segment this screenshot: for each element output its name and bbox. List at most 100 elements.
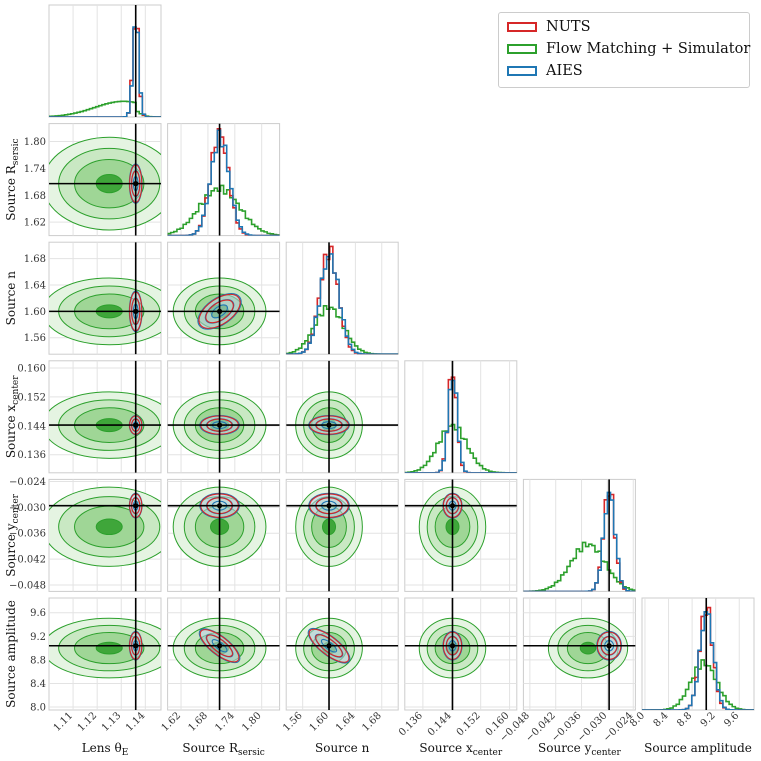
truth-point-4-2 (326, 503, 332, 509)
x-tick-label-1-0: 1.62 (160, 710, 184, 734)
x-tick-label-0-3: 1.14 (124, 710, 148, 734)
truth-point-4-0 (133, 503, 139, 509)
panel-1-1 (167, 123, 281, 237)
x-axis-label-0: Lens θE (82, 741, 129, 758)
y-axis-label-1: Source Rsersic (4, 138, 21, 220)
panel-frame-0-0 (48, 4, 162, 118)
x-tick-label-2-1: 1.60 (308, 710, 332, 734)
panel-content-5-0 (49, 598, 161, 710)
y-tick-label-5-2: 8.8 (30, 655, 46, 666)
truth-point-5-4 (606, 643, 612, 649)
y-tick-label-4-1: −0.042 (9, 555, 46, 566)
x-axis-label-1: Source Rsersic (182, 741, 264, 758)
x-tick-label-3-2: 0.152 (455, 710, 483, 738)
x-tick-label-2-0: 1.56 (281, 710, 305, 734)
contour-aies-2-1-4 (211, 304, 228, 319)
panel-4-0: −0.048 −0.042 −0.036 −0.030 −0.024 (9, 477, 162, 592)
x-tick-label-0-1: 1.12 (76, 710, 100, 734)
y-tick-label-1-1: 1.68 (24, 191, 46, 202)
x-tick-label-0-0: 1.11 (52, 710, 76, 734)
panel-5-1: 1.62 1.68 1.74 1.80 (160, 597, 281, 734)
panel-frame-4-4 (522, 478, 636, 592)
panel-content-2-1 (167, 242, 280, 355)
panel-5-5: 8.0 8.4 8.8 9.2 9.6 (628, 597, 755, 729)
x-axis-label-sub-4: center (591, 748, 621, 758)
x-tick-label-5-2: 8.8 (675, 710, 694, 729)
x-axis-label-sub-1: sersic (238, 748, 265, 758)
panel-2-0: 1.56 1.60 1.64 1.68 (24, 241, 162, 355)
legend-item-aies: AIES (507, 61, 583, 81)
panel-content-4-2 (286, 479, 399, 592)
panel-content-5-1 (167, 598, 280, 710)
truth-point-1-0 (133, 181, 139, 187)
truth-point-4-3 (449, 503, 456, 509)
panel-5-3: 0.136 0.144 0.152 0.160 (397, 597, 518, 738)
contour-nuts-5-2-3 (315, 634, 343, 658)
panel-content-4-3 (404, 479, 517, 592)
panel-content-2-0 (49, 242, 161, 355)
x-tick-label-2-3: 1.68 (360, 710, 384, 734)
legend-swatch-nuts (507, 22, 537, 32)
legend-label-flow: Flow Matching + Simulator (546, 41, 751, 57)
legend-label-nuts: NUTS (546, 19, 591, 35)
y-tick-label-5-0: 8.0 (30, 703, 46, 714)
panel-4-2 (285, 478, 399, 592)
panel-content-1-1 (167, 123, 280, 236)
y-tick-label-5-1: 8.4 (30, 679, 46, 690)
x-tick-label-3-1: 0.144 (426, 710, 454, 738)
panel-2-1 (167, 241, 281, 355)
legend-swatch-flow (507, 44, 537, 54)
contour-aies-5-1-4 (211, 639, 228, 653)
x-axis-label-sub-3: center (473, 748, 503, 758)
legend-label-aies: AIES (546, 63, 583, 79)
contour-nuts-5-2-1 (308, 628, 350, 663)
y-axis-label-2: Source n (4, 271, 18, 326)
y-axis-label-sub-3: center (11, 375, 21, 405)
panel-3-3 (404, 360, 518, 474)
panel-content-3-0 (49, 360, 161, 473)
hist-nuts-0 (49, 27, 161, 117)
panel-content-3-1 (167, 360, 280, 473)
y-tick-label-3-1: 0.144 (17, 421, 46, 432)
panel-content-5-5 (642, 598, 754, 710)
panel-content-4-0 (49, 479, 161, 592)
legend-item-flow: Flow Matching + Simulator (507, 39, 750, 59)
panel-4-3 (404, 478, 518, 592)
y-axis-label-5: Source amplitude (4, 600, 18, 708)
x-tick-label-1-3: 1.80 (240, 710, 264, 734)
truth-point-4-1 (216, 503, 223, 509)
x-axis-label-3: Source xcenter (419, 741, 502, 758)
y-tick-label-2-1: 1.60 (24, 307, 46, 318)
legend-item-nuts: NUTS (507, 17, 591, 37)
x-tick-label-5-4: 9.6 (722, 710, 741, 729)
x-axis-label-5: Source amplitude (644, 741, 752, 755)
y-axis-label-3: Source xcenter (4, 375, 21, 458)
contour-nuts-2-1-1 (198, 293, 241, 329)
hist-aies-0 (49, 26, 161, 117)
contour-flow-4-0-3 (95, 518, 123, 536)
panel-content-5-2 (286, 598, 399, 710)
panel-1-0: 1.62 1.68 1.74 1.80 (24, 123, 162, 237)
truth-point-2-0 (133, 308, 139, 314)
x-tick-label-1-2: 1.74 (213, 710, 237, 734)
panel-5-2: 1.56 1.60 1.64 1.68 (281, 597, 399, 734)
truth-point-5-2 (326, 643, 332, 649)
panel-content-1-0 (49, 123, 161, 236)
truth-point-5-1 (216, 643, 223, 649)
y-tick-label-2-0: 1.56 (24, 333, 46, 344)
y-tick-label-3-0: 0.136 (17, 450, 46, 461)
y-axis-label-sub-1: sersic (11, 138, 21, 165)
hist-flow-1 (167, 184, 280, 236)
contour-aies-5-2-4 (320, 638, 338, 653)
truth-point-5-0 (133, 643, 139, 649)
truth-point-3-0 (133, 422, 139, 428)
x-axis-label-2: Source n (315, 741, 370, 755)
x-tick-label-5-3: 9.2 (699, 710, 718, 729)
hist-flow-4 (523, 541, 636, 592)
y-tick-label-4-3: −0.030 (9, 503, 46, 514)
hist-aies-3 (404, 379, 517, 473)
y-tick-label-4-2: −0.036 (9, 529, 46, 540)
x-tick-label-3-0: 0.136 (397, 710, 425, 738)
y-tick-label-4-0: −0.048 (9, 580, 46, 591)
